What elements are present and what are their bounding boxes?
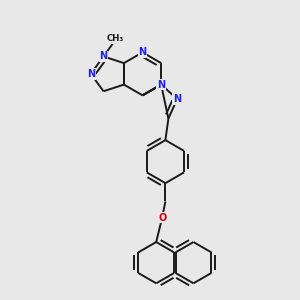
Text: O: O xyxy=(158,212,166,223)
Text: N: N xyxy=(157,80,165,90)
Text: N: N xyxy=(139,47,147,57)
Text: N: N xyxy=(173,94,181,104)
Text: N: N xyxy=(87,69,95,79)
Text: N: N xyxy=(99,52,107,61)
Text: CH₃: CH₃ xyxy=(106,34,124,43)
Text: N: N xyxy=(157,80,165,90)
